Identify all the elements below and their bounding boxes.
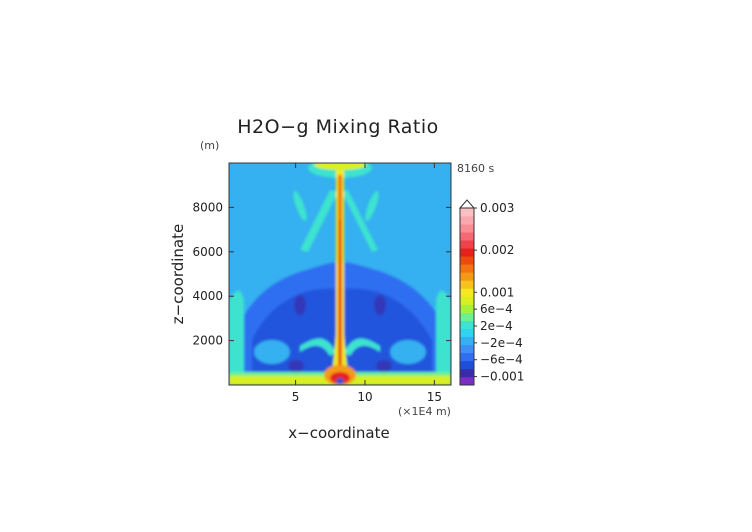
- x-tick-label: 15: [427, 390, 442, 404]
- colorbar-swatch: [460, 344, 474, 354]
- colorbar-swatch: [460, 320, 474, 329]
- colorbar-extend-arrow: [458, 199, 476, 209]
- y-tick-label: 2000: [192, 334, 223, 348]
- y-axis-label: z−coordinate: [169, 224, 187, 324]
- colorbar-tick-label: −0.001: [480, 370, 524, 384]
- y-tick-label: 8000: [192, 200, 223, 214]
- colorbar-swatch: [460, 264, 474, 273]
- colorbar-swatch: [460, 368, 474, 378]
- colorbar-swatch: [460, 328, 474, 338]
- colorbar-tick-label: −2e−4: [480, 336, 523, 350]
- plot-frame: [228, 162, 452, 386]
- colorbar-swatch: [460, 280, 474, 289]
- colorbar-frame: [459, 207, 475, 386]
- colorbar-swatch: [460, 248, 474, 257]
- colorbar-swatch: [460, 240, 474, 249]
- x-tick-label: 10: [357, 390, 372, 404]
- colorbar-swatch: [460, 216, 474, 225]
- colorbar-swatch: [460, 352, 474, 362]
- colorbar: 0.003 0.002 0.001 6e−4 2e−4 −2e−4 −6e−4 −0.001: [458, 199, 524, 386]
- colorbar-tick-label: 6e−4: [480, 302, 513, 316]
- y-unit-label: (m): [200, 139, 219, 152]
- colorbar-swatch: [460, 360, 474, 370]
- x-unit-label: (×1E4 m): [398, 405, 451, 418]
- y-tick-label: 6000: [192, 245, 223, 259]
- colorbar-swatch: [460, 312, 474, 321]
- colorbar-swatch: [460, 304, 474, 313]
- axis-ticks: 5 10 15 2000 4000 6000 8000: [192, 163, 451, 404]
- colorbar-swatch: [460, 288, 474, 297]
- colorbar-tick-label: −6e−4: [480, 353, 523, 367]
- colorbar-tick-label: 0.002: [480, 243, 514, 257]
- colorbar-tick-label: 2e−4: [480, 319, 513, 333]
- colorbar-swatch: [460, 224, 474, 233]
- chart-title: H2O−g Mixing Ratio: [237, 116, 438, 138]
- colorbar-swatch: [460, 256, 474, 265]
- colorbar-swatch: [460, 296, 474, 305]
- colorbar-swatch: [460, 376, 474, 386]
- x-axis-label: x−coordinate: [288, 424, 389, 442]
- colorbar-swatch: [460, 272, 474, 281]
- colorbar-swatch: [460, 336, 474, 346]
- colorbar-tick-label: 0.001: [480, 285, 514, 299]
- colorbar-swatch: [460, 232, 474, 241]
- y-tick-label: 4000: [192, 289, 223, 303]
- x-tick-label: 5: [292, 390, 300, 404]
- colorbar-swatch: [460, 208, 474, 217]
- colorbar-tick-label: 0.003: [480, 201, 514, 215]
- heatmap-field: [229, 163, 451, 385]
- time-label: 8160 s: [457, 162, 494, 175]
